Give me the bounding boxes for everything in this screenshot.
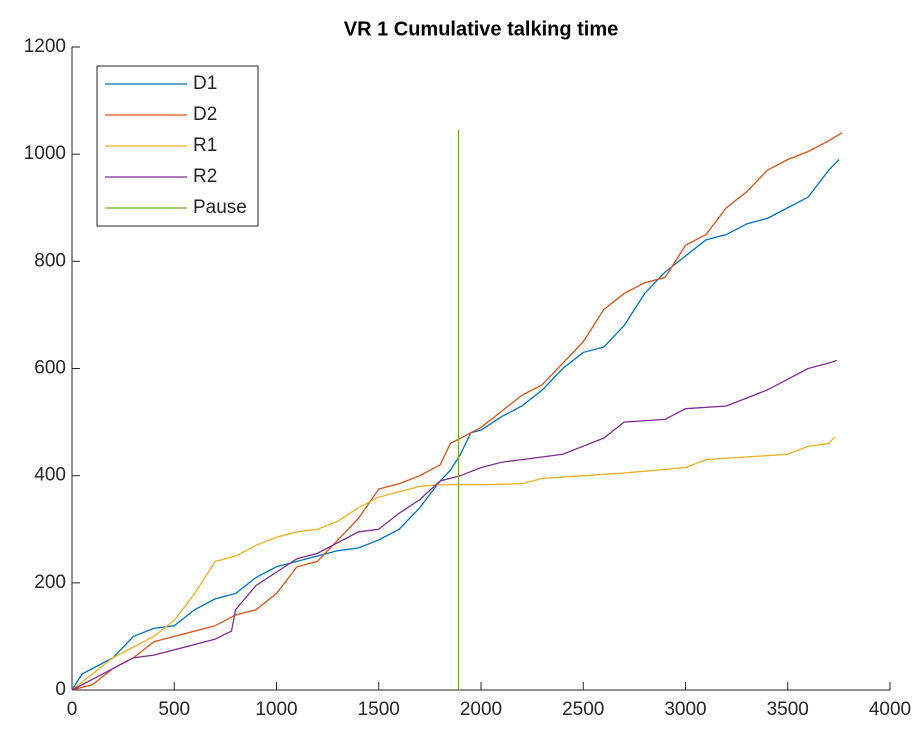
series-line (71, 132, 843, 691)
y-tick-label: 600 (34, 358, 66, 379)
x-tick-label: 1500 (358, 699, 400, 720)
chart-title: VR 1 Cumulative talking time (344, 18, 619, 40)
legend-label: Pause (193, 197, 247, 218)
x-tick-label: 2500 (562, 699, 604, 720)
series-line (71, 159, 840, 691)
x-tick-label: 2000 (460, 699, 502, 720)
y-tick-label: 0 (55, 679, 66, 700)
x-tick-label: 3500 (767, 699, 809, 720)
x-tick-label: 3000 (664, 699, 706, 720)
legend: D1 D2 R1 R2 Pause (96, 65, 259, 227)
series-line (71, 359, 838, 691)
x-tick-label: 0 (67, 699, 78, 720)
legend-label: R1 (193, 135, 217, 156)
y-tick-label: 200 (34, 572, 66, 593)
series-line (71, 436, 836, 691)
y-tick-label: 1000 (24, 143, 66, 164)
legend-label: D2 (193, 104, 217, 125)
y-tick-label: 1200 (24, 36, 66, 57)
legend-label: R2 (193, 166, 217, 187)
y-tick-label: 800 (34, 250, 66, 271)
y-tick-label: 400 (34, 465, 66, 486)
legend-label: D1 (193, 73, 217, 94)
x-tick-label: 4000 (869, 699, 911, 720)
x-tick-label: 1000 (255, 699, 297, 720)
x-tick-label: 500 (158, 699, 190, 720)
